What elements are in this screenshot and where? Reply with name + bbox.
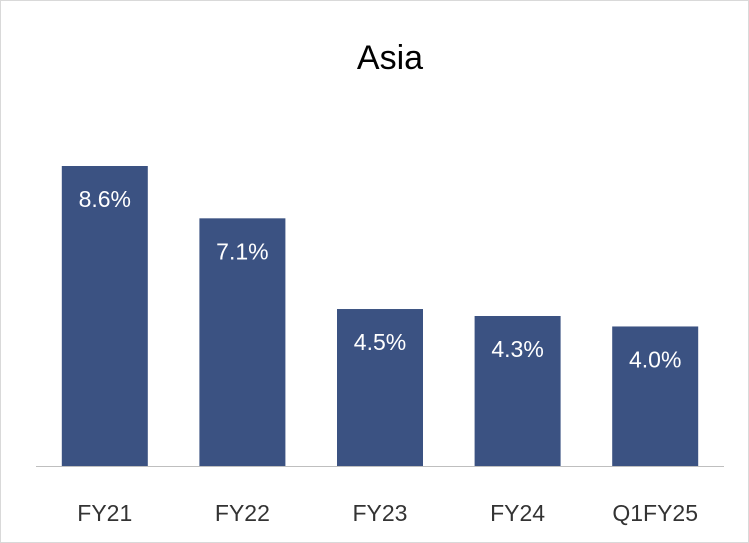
x-tick-label: FY21: [77, 500, 132, 526]
data-label: 7.1%: [216, 238, 268, 264]
data-label: 4.5%: [354, 329, 406, 355]
bar: [612, 326, 699, 466]
x-tick-label: FY23: [353, 500, 408, 526]
data-label: 4.3%: [491, 336, 543, 362]
bar: [199, 218, 286, 466]
x-tick-label: FY22: [215, 500, 270, 526]
data-label: 4.0%: [629, 347, 681, 373]
chart-title: Asia: [357, 39, 423, 77]
bar: [61, 166, 148, 466]
x-tick-label: FY24: [490, 500, 545, 526]
bar: [474, 316, 561, 466]
data-label: 8.6%: [79, 186, 131, 212]
x-tick-label: Q1FY25: [612, 500, 698, 526]
bar: [337, 309, 423, 466]
